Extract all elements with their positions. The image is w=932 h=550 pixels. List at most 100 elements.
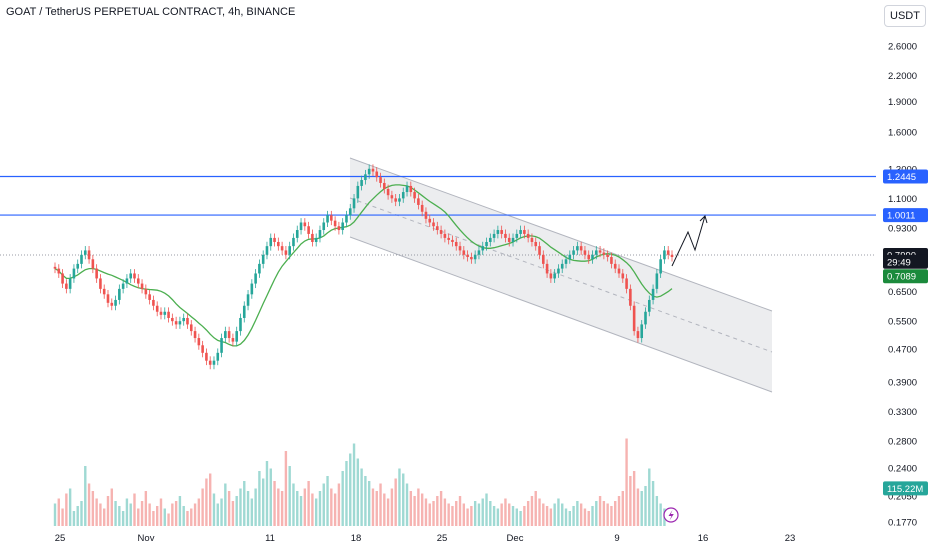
volume-bar <box>201 488 204 526</box>
volume-bar <box>538 498 541 526</box>
candle-body <box>526 233 530 238</box>
volume-bar <box>61 508 64 526</box>
candle-body <box>163 311 167 315</box>
candle-body <box>549 273 553 279</box>
volume-bar <box>345 461 348 526</box>
candle-body <box>670 254 674 258</box>
volume-bar <box>496 508 500 526</box>
volume-bar <box>330 488 333 526</box>
volume-bar <box>549 508 553 526</box>
volume-bar <box>178 496 182 526</box>
volume-bar <box>254 488 257 526</box>
volume-bar <box>118 506 121 526</box>
volume-bar <box>473 501 477 526</box>
volume-bar <box>371 488 375 526</box>
candle-body <box>284 250 288 255</box>
candle-body <box>367 168 371 175</box>
price-tag-box <box>883 254 928 269</box>
volume-bar <box>640 491 643 526</box>
candle-body <box>295 230 299 238</box>
candle-body <box>95 268 98 279</box>
candle-body <box>666 250 670 255</box>
candle-body <box>386 188 390 196</box>
volume-bar <box>72 511 76 526</box>
candle-body <box>530 237 534 242</box>
volume-bar <box>648 468 651 526</box>
candle-body <box>644 311 647 325</box>
candle-body <box>178 321 182 325</box>
candle-body <box>576 246 579 251</box>
candle-body <box>174 321 178 325</box>
candle-body <box>458 246 462 251</box>
volume-bar <box>114 501 117 526</box>
candle-body <box>254 273 257 284</box>
candle-body <box>118 288 121 300</box>
candle-body <box>246 294 250 306</box>
volume-bar <box>625 438 628 526</box>
candle-body <box>87 250 91 260</box>
volume-bar <box>106 496 110 526</box>
y-axis: 2.60002.20001.90001.60001.30001.10000.93… <box>888 42 917 529</box>
volume-bar <box>246 491 250 526</box>
candle-body <box>492 233 496 238</box>
volume-bar <box>277 488 280 526</box>
alert-button[interactable] <box>663 507 679 523</box>
x-tick-label: 11 <box>265 533 275 544</box>
volume-bar <box>121 511 125 526</box>
volume-bar <box>530 496 534 526</box>
candle-body <box>231 338 235 342</box>
candle-body <box>417 198 420 205</box>
currency-button[interactable]: USDT <box>884 5 926 27</box>
x-tick-label: 23 <box>785 533 796 544</box>
candle-body <box>356 185 360 199</box>
volume-bar <box>326 476 329 526</box>
volume-bar <box>280 491 284 526</box>
candle-body <box>436 226 439 231</box>
candle-body <box>405 185 409 193</box>
candle-body <box>572 250 575 255</box>
candles <box>53 164 674 370</box>
volume-bar <box>333 493 337 526</box>
candle-body <box>99 278 102 289</box>
candle-body <box>640 324 644 339</box>
volume-bar <box>466 508 469 526</box>
candle-body <box>394 198 397 202</box>
candle-body <box>383 182 386 189</box>
candle-body <box>568 254 572 260</box>
volume-bar <box>129 503 132 526</box>
candle-body <box>583 250 587 255</box>
volume-bar <box>235 496 238 526</box>
candle-body <box>538 246 541 255</box>
volume-bar <box>273 481 276 526</box>
volume-bar <box>352 443 356 526</box>
candle-body <box>307 226 310 234</box>
volume-bar <box>598 496 602 526</box>
volume-bar <box>402 473 405 526</box>
volume-bar <box>394 478 397 526</box>
volume-bar <box>436 496 439 526</box>
candle-body <box>250 283 254 295</box>
volume-bar <box>379 483 382 526</box>
candle-body <box>239 317 242 332</box>
candle-body <box>470 257 473 260</box>
candle-body <box>613 263 617 269</box>
candle-body <box>629 288 632 306</box>
candle-body <box>485 241 488 247</box>
candle-body <box>534 241 538 247</box>
candle-body <box>564 259 568 264</box>
volume-bar <box>364 476 367 526</box>
volume-bar <box>617 496 621 526</box>
volume-bar <box>284 451 288 526</box>
candle-body <box>171 317 174 322</box>
volume-bar <box>68 488 72 526</box>
volume-bar <box>57 498 60 526</box>
candle-body <box>261 254 265 264</box>
volume-bar <box>523 506 526 526</box>
candle-body <box>208 360 212 365</box>
volume-bar <box>659 503 662 526</box>
candle-body <box>398 198 401 202</box>
volume-bar <box>534 491 537 526</box>
volume-bar <box>458 496 462 526</box>
volume-bar <box>137 508 140 526</box>
